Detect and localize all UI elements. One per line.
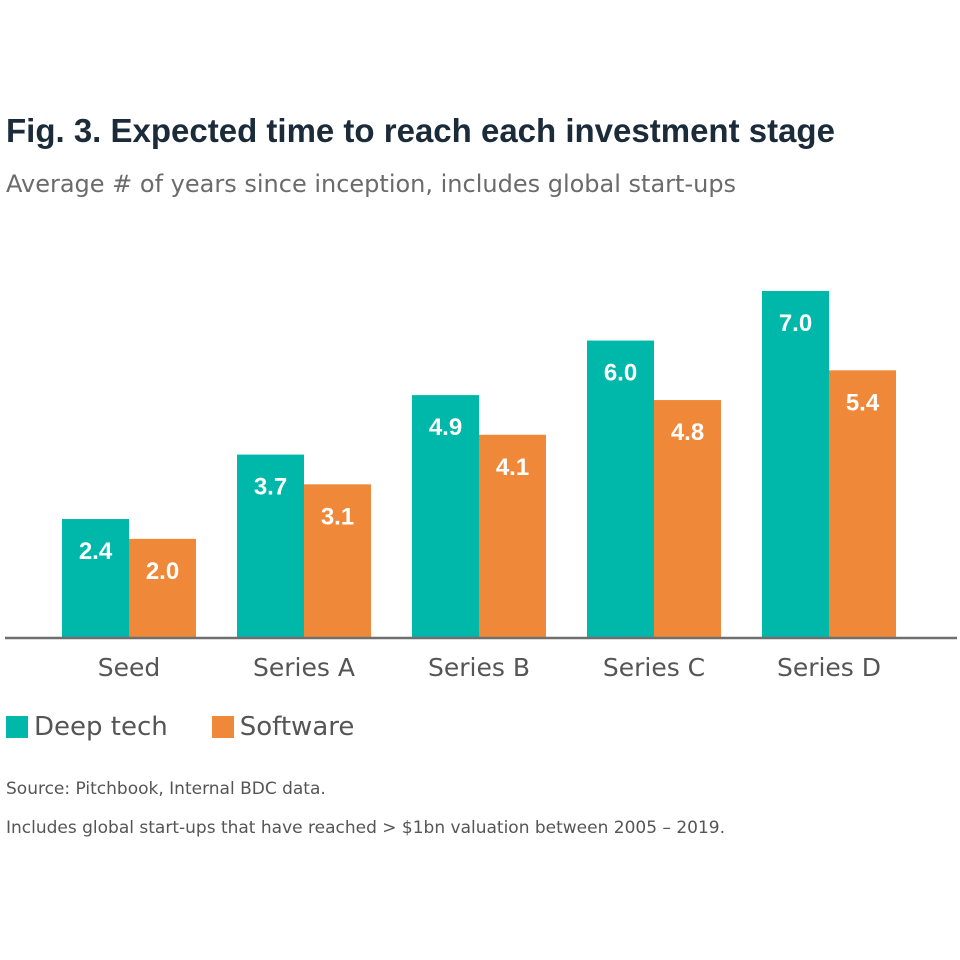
bar-software-series-d bbox=[829, 370, 896, 638]
bar-software-series-a bbox=[304, 484, 371, 638]
x-tick-label: Series D bbox=[777, 653, 881, 682]
legend-item-software: Software bbox=[211, 712, 355, 742]
bar-software-seed bbox=[129, 538, 196, 638]
legend-swatch-software bbox=[211, 716, 234, 738]
source-note: Source: Pitchbook, Internal BDC data. bbox=[6, 779, 326, 799]
x-tick-label: Seed bbox=[98, 653, 161, 682]
bar-deep-tech-series-b bbox=[412, 395, 479, 638]
legend: Deep tech Software bbox=[6, 712, 398, 742]
legend-item-deep-tech: Deep tech bbox=[6, 712, 168, 742]
data-label-deep-tech-series-c: 6.0 bbox=[604, 360, 637, 387]
legend-label-software: Software bbox=[239, 712, 355, 742]
bar-deep-tech-seed bbox=[62, 519, 129, 638]
bar-software-series-b bbox=[479, 434, 546, 638]
data-label-software-series-c: 4.8 bbox=[671, 419, 704, 446]
data-label-deep-tech-series-b: 4.9 bbox=[429, 414, 462, 441]
data-label-software-series-d: 5.4 bbox=[846, 389, 880, 416]
bar-chart: 2.4 2.0 Seed 3.7 3.1 Series A 4.9 4.1 Series B 6.… bbox=[5, 291, 957, 682]
x-tick-label: Series A bbox=[253, 653, 355, 682]
bar-deep-tech-series-c bbox=[587, 340, 654, 638]
bar-deep-tech-series-a bbox=[237, 454, 304, 638]
data-label-deep-tech-series-d: 7.0 bbox=[779, 310, 812, 337]
legend-swatch-deep-tech bbox=[6, 716, 28, 738]
data-label-software-series-b: 4.1 bbox=[496, 454, 529, 481]
x-tick-label: Series B bbox=[428, 653, 530, 682]
footnote: Includes global start-ups that have reac… bbox=[6, 818, 726, 838]
legend-label-deep-tech: Deep tech bbox=[34, 712, 168, 742]
data-label-software-series-a: 3.1 bbox=[321, 503, 354, 530]
data-label-software-seed: 2.0 bbox=[146, 558, 179, 585]
data-label-deep-tech-seed: 2.4 bbox=[79, 538, 113, 565]
bar-deep-tech-series-d bbox=[762, 291, 829, 638]
x-tick-label: Series C bbox=[603, 653, 705, 682]
data-label-deep-tech-series-a: 3.7 bbox=[254, 474, 287, 501]
bar-software-series-c bbox=[654, 400, 721, 638]
chart-title: Fig. 3. Expected time to reach each inve… bbox=[6, 112, 835, 149]
chart-subtitle: Average # of years since inception, incl… bbox=[6, 170, 737, 198]
